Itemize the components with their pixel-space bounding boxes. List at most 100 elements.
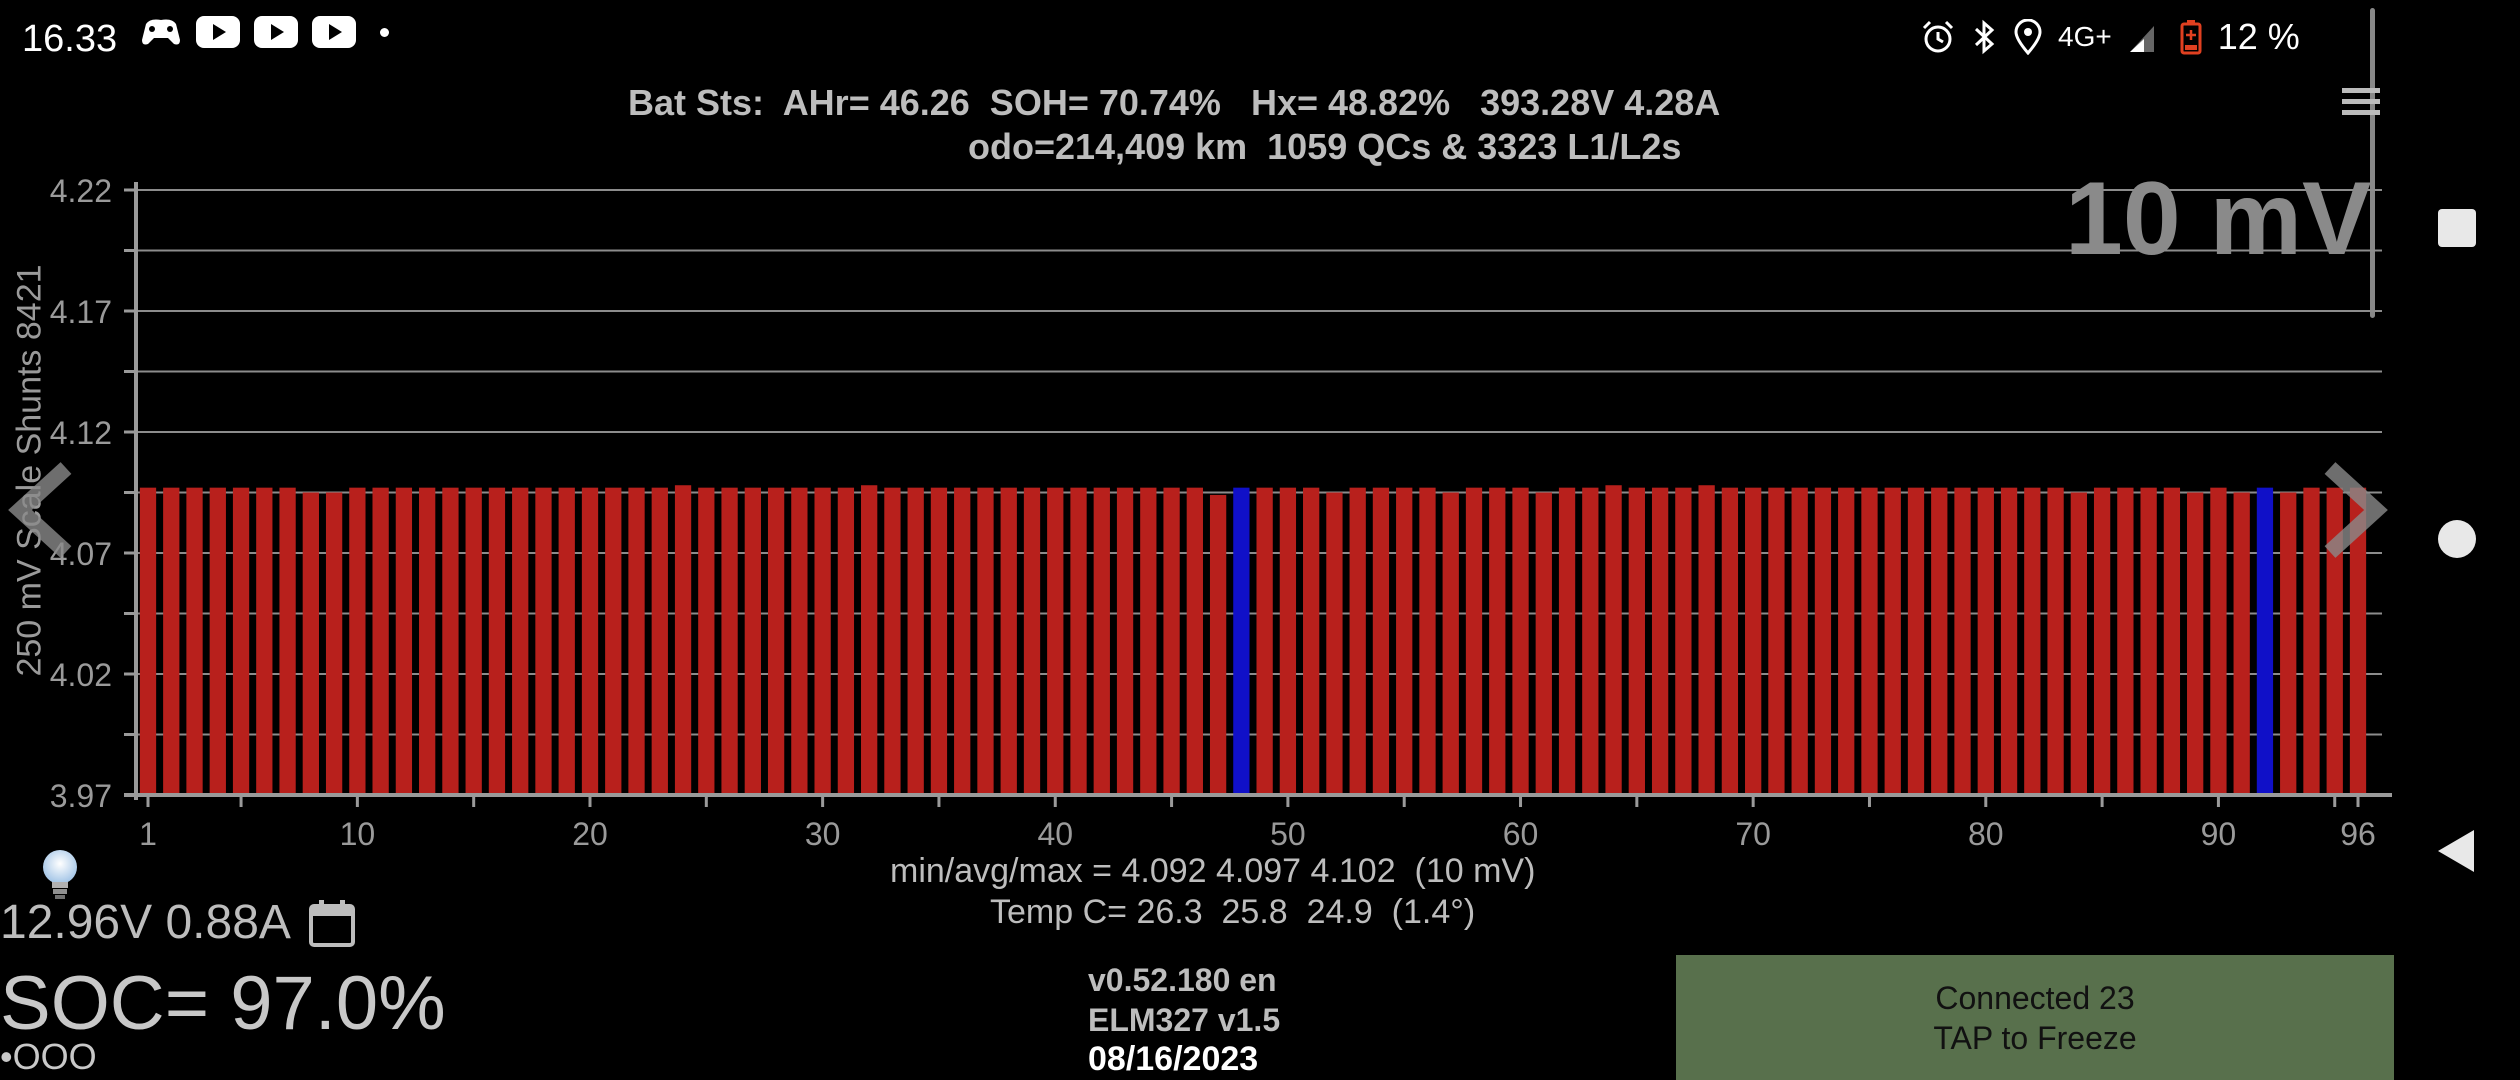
cell-voltage-chart[interactable]: 4.224.174.124.074.023.971 10 20 30 40 50 60 70 8… xyxy=(0,170,2400,850)
odometer-line: odo=214,409 km 1059 QCs & 3323 L1/L2s xyxy=(968,126,1682,167)
cell-bar xyxy=(605,487,622,795)
status-bar: 16.33 4G+ xyxy=(0,0,2400,80)
cell-bar xyxy=(209,487,226,795)
cell-bar xyxy=(1349,487,1366,795)
battery-percentage: 12 % xyxy=(2217,16,2300,57)
cell-bar xyxy=(1070,487,1087,795)
state-of-charge: SOC= 97.0% xyxy=(0,961,446,1046)
alarm-icon xyxy=(1922,20,1954,53)
cell-bar xyxy=(1372,487,1390,795)
x-tick-label: 70 xyxy=(1735,816,1771,850)
cell-bar xyxy=(1279,487,1297,795)
cell-bar xyxy=(372,487,389,795)
cell-bar xyxy=(442,487,459,795)
cell-bar xyxy=(232,487,250,795)
cell-bar xyxy=(767,487,785,795)
cell-bar xyxy=(1721,487,1739,795)
cell-bar xyxy=(2210,487,2227,795)
cell-bar-highlight xyxy=(1233,487,1250,795)
cell-bar xyxy=(186,487,203,795)
cell-bar xyxy=(2070,492,2087,795)
system-icons: 4G+ 12 % xyxy=(1920,16,2300,58)
cell-bar xyxy=(628,487,645,795)
cell-bar xyxy=(2093,487,2111,795)
cell-bar xyxy=(2187,492,2204,795)
cell-bar xyxy=(279,487,296,795)
menu-icon[interactable] xyxy=(2340,82,2382,122)
lightbulb-icon[interactable] xyxy=(38,848,82,900)
y-tick-label: 3.97 xyxy=(50,778,112,814)
recents-button[interactable] xyxy=(2438,209,2476,247)
soc-indicator-text: •OOO xyxy=(0,1036,97,1077)
cell-bar xyxy=(1419,487,1436,795)
cell-bar xyxy=(1884,487,1901,795)
cell-bar xyxy=(1512,487,1529,795)
notification-icons xyxy=(140,16,389,48)
cell-bar xyxy=(465,487,482,795)
cell-bar xyxy=(2163,487,2181,795)
cell-bar xyxy=(2140,487,2157,795)
next-page-arrow-icon[interactable] xyxy=(2318,460,2388,560)
chart-axes: 4.224.174.124.074.023.971 10 20 30 40 50 60 70 8… xyxy=(50,173,2392,850)
cell-bar xyxy=(1838,487,1855,795)
cell-bar xyxy=(791,487,808,795)
cell-bar xyxy=(2117,487,2134,795)
cell-bar xyxy=(1000,487,1017,795)
cell-bar xyxy=(1954,487,1971,795)
cell-bar xyxy=(930,487,948,795)
cell-bar xyxy=(2303,487,2320,795)
freeze-hint: TAP to Freeze xyxy=(1933,1019,2137,1056)
battery-status-line: Bat Sts: AHr= 46.26 SOH= 70.74% Hx= 48.8… xyxy=(628,82,1721,123)
x-tick-label: 80 xyxy=(1968,816,2004,850)
cell-bar xyxy=(907,487,924,795)
cell-bar xyxy=(1558,487,1576,795)
cell-bar xyxy=(744,487,761,795)
cell-bar xyxy=(977,487,994,795)
cell-bar xyxy=(1256,487,1273,795)
cell-bar xyxy=(651,487,668,795)
network-type: 4G+ xyxy=(2058,21,2112,52)
signal-icon xyxy=(2129,26,2154,52)
cell-bar xyxy=(1396,487,1413,795)
y-tick-label: 4.02 xyxy=(50,657,112,693)
chart-bars xyxy=(139,485,2367,795)
cell-bar xyxy=(325,492,343,795)
cell-bar xyxy=(1814,487,1832,795)
back-button[interactable] xyxy=(2436,828,2476,874)
youtube-icon xyxy=(196,16,240,48)
cell-bar xyxy=(861,485,878,795)
scale-indicator[interactable]: 10 mV xyxy=(2065,161,2372,277)
date-text: 08/16/2023 xyxy=(1088,1040,1259,1078)
previous-page-arrow-icon[interactable] xyxy=(8,460,78,560)
cell-bar xyxy=(302,492,319,795)
x-tick-label: 1 xyxy=(139,816,157,850)
cell-bar xyxy=(1651,487,1669,795)
clock: 16.33 xyxy=(22,18,118,60)
connection-freeze-button[interactable]: Connected 23 TAP to Freeze xyxy=(1676,955,2394,1080)
cell-bar xyxy=(2349,487,2367,795)
cell-bar xyxy=(2233,492,2250,795)
cell-bar xyxy=(488,487,506,795)
cell-bar xyxy=(884,487,901,795)
cell-bar xyxy=(1931,487,1948,795)
cell-bar xyxy=(1535,492,1552,795)
cell-bar xyxy=(1605,485,1622,795)
x-tick-label: 60 xyxy=(1503,816,1539,850)
cell-bar xyxy=(512,487,529,795)
battery-icon xyxy=(2180,20,2202,55)
y-tick-label: 4.22 xyxy=(50,173,112,209)
cell-bar xyxy=(256,487,273,795)
cell-bar xyxy=(395,487,413,795)
youtube-icon xyxy=(254,16,298,48)
temperature-text: Temp C= 26.3 25.8 24.9 (1.4°) xyxy=(990,893,1476,931)
cell-bar xyxy=(2280,492,2297,795)
cell-bar xyxy=(1628,487,1645,795)
cell-bar xyxy=(837,487,855,795)
youtube-icon xyxy=(312,16,356,48)
cell-bar xyxy=(954,487,971,795)
calendar-icon[interactable] xyxy=(308,898,356,948)
cell-bar xyxy=(163,487,180,795)
home-button[interactable] xyxy=(2438,520,2476,558)
cell-bar xyxy=(1977,487,1994,795)
cell-bar xyxy=(2326,487,2343,795)
